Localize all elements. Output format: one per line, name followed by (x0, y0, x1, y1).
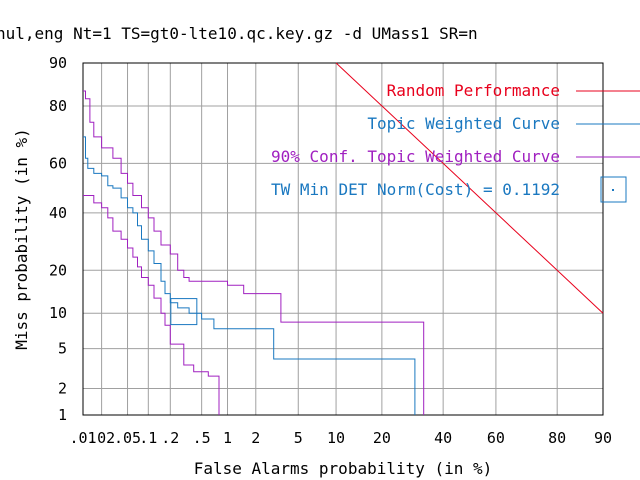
tick-labels: .01.02.05.1.2 .5 1 2 5 10 20 40 60 80 90 1 2 5 10 20 40 6… (49, 54, 612, 447)
x-tick-label: 60 (487, 429, 505, 447)
y-tick-label: 20 (49, 261, 67, 279)
x-tick-label: .01 (69, 429, 96, 447)
y-axis-label: Miss probability (in %) (12, 128, 31, 350)
x-tick-label: .05 (114, 429, 141, 447)
y-tick-label: 60 (49, 154, 67, 172)
x-tick-label: 2 (251, 429, 260, 447)
plot-frame (82, 62, 604, 416)
x-tick-label: .1 (139, 429, 157, 447)
x-tick-label: .02 (88, 429, 115, 447)
x-tick-label: 20 (373, 429, 391, 447)
x-tick-label: .5 (193, 429, 211, 447)
legend-label: Topic Weighted Curve (367, 114, 560, 133)
y-tick-label: 1 (58, 406, 67, 424)
chart-title: nul,eng Nt=1 TS=gt0-lte10.qc.key.gz -d U… (0, 24, 478, 43)
x-tick-label: 40 (434, 429, 452, 447)
series-line-0 (335, 62, 604, 314)
x-tick-label: 90 (594, 429, 612, 447)
y-tick-label: 90 (49, 54, 67, 72)
plot-grid (82, 62, 604, 416)
x-axis-label: False Alarms probability (in %) (194, 459, 493, 478)
x-tick-label: 10 (327, 429, 345, 447)
x-tick-label: .2 (161, 429, 179, 447)
legend: Random Performance Topic Weighted Curve 90… (271, 81, 640, 203)
legend-swatch-dot (612, 189, 614, 191)
legend-swatch (600, 176, 627, 203)
min-cost-marker (170, 298, 198, 326)
x-tick-label: 1 (223, 429, 232, 447)
legend-label: TW Min DET Norm(Cost) = 0.1192 (271, 180, 560, 199)
curves (83, 62, 604, 415)
y-tick-label: 2 (58, 379, 67, 397)
x-tick-label: 80 (548, 429, 566, 447)
y-tick-label: 10 (49, 304, 67, 322)
x-tick-label: 5 (294, 429, 303, 447)
series-line-2 (83, 90, 425, 415)
y-tick-label: 5 (58, 340, 67, 358)
legend-label: Random Performance (387, 81, 560, 100)
legend-label: 90% Conf. Topic Weighted Curve (271, 147, 560, 166)
series-line-1 (83, 136, 416, 415)
y-tick-label: 80 (49, 97, 67, 115)
series-line-3 (83, 195, 220, 415)
y-tick-label: 40 (49, 204, 67, 222)
